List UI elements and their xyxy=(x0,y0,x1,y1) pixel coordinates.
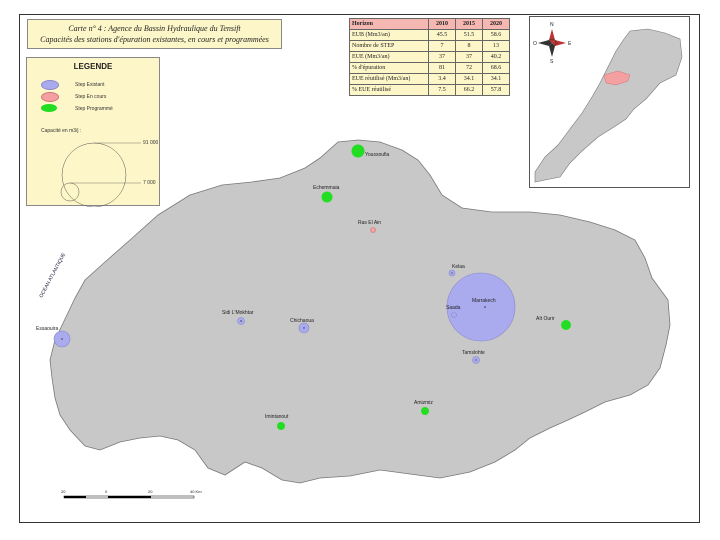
stats-row: EUE réutilisé (Mm3/an) 3.4 34.1 34.1 xyxy=(349,73,510,85)
legend-capacity-min: 7 000 xyxy=(143,180,156,186)
station-youssoufia[interactable] xyxy=(351,144,365,158)
label-marrakech: Marrakech xyxy=(472,298,496,304)
stats-header-row: Horizon 2010 2015 2020 xyxy=(349,18,510,30)
svg-text:20: 20 xyxy=(148,489,153,494)
label-amizmiz: Amizmiz xyxy=(414,400,433,406)
tensift-inset-highlight xyxy=(603,70,631,86)
label-tamslohte: Tamslohte xyxy=(462,350,485,356)
label-kelaa: Kelaa xyxy=(452,264,465,270)
legend-capacity-circles xyxy=(60,142,141,207)
label-ait-ourir: Aït Ourir xyxy=(536,316,555,322)
label-saada: Saada xyxy=(446,305,461,311)
legend-label-in-progress: Step En cours xyxy=(75,94,107,100)
compass-rose-icon xyxy=(538,29,566,57)
legend-label-planned: Step Programmé xyxy=(75,106,113,112)
legend-symbol-planned xyxy=(41,104,57,112)
stats-header-horizon: Horizon xyxy=(349,18,429,30)
compass-north: N xyxy=(550,22,554,28)
station-ras-el-ain[interactable] xyxy=(370,227,376,233)
station-saada[interactable] xyxy=(451,312,457,318)
tensift-basin xyxy=(49,139,671,484)
label-ras-el-ain: Ras El Ain xyxy=(358,220,381,226)
legend-symbol-existing xyxy=(41,80,59,90)
compass-east: E xyxy=(568,41,572,47)
legend-title: LEGENDE xyxy=(73,62,113,71)
label-imintanout: Imintanout xyxy=(265,414,289,420)
svg-text:20: 20 xyxy=(61,489,66,494)
stats-row: % EUE réutilisé 7.5 66.2 57.8 xyxy=(349,84,510,96)
stats-header-2010: 2010 xyxy=(428,18,456,30)
ocean-label: OCEAN ATLANTIQUE xyxy=(38,251,67,298)
station-marrakech[interactable] xyxy=(446,272,516,342)
legend-capacity-max: 91 000 xyxy=(143,140,159,146)
station-echemmaia[interactable] xyxy=(321,191,333,203)
legend-label-existing: Step Existant xyxy=(75,82,105,88)
stats-header-2015: 2015 xyxy=(455,18,483,30)
stats-row: EUE (Mm3/an) 37 37 40.2 xyxy=(349,51,510,63)
svg-text:0: 0 xyxy=(105,489,108,494)
label-chichaoua: Chichaoua xyxy=(290,318,314,324)
label-sidi-lmokhtar: Sidi L'Mokhtar xyxy=(222,310,254,316)
label-youssoufia: Youssoufia xyxy=(365,152,389,158)
svg-text:40 Km: 40 Km xyxy=(190,489,202,494)
map-title-line2: Capacités des stations d'épuration exist… xyxy=(40,35,269,44)
inset-map-svg: N S O E xyxy=(533,22,683,183)
station-imintanout[interactable] xyxy=(277,422,285,430)
inset-map: N S O E xyxy=(529,16,690,188)
legend: LEGENDE Step Existant Step En cours Step… xyxy=(26,57,160,207)
compass-south: S xyxy=(550,59,554,65)
morocco-outline xyxy=(534,28,683,183)
compass-west: O xyxy=(533,41,537,47)
label-echemmaia: Echemmaia xyxy=(313,185,340,191)
scale-bar: 20 0 20 40 Km xyxy=(61,489,202,499)
map-title: Carte n° 4 : Agence du Bassin Hydrauliqu… xyxy=(27,19,282,49)
stats-row: Nombre de STEP 7 8 13 xyxy=(349,40,510,52)
stats-row: EUB (Mm3/an) 45.5 51.5 58.6 xyxy=(349,29,510,41)
map-title-line1: Carte n° 4 : Agence du Bassin Hydrauliqu… xyxy=(68,24,241,33)
legend-symbol-in-progress xyxy=(41,92,59,102)
legend-capacity-label: Capacité en m3/j : xyxy=(41,128,82,134)
stats-table: Horizon 2010 2015 2020 EUB (Mm3/an) 45.5… xyxy=(349,18,510,96)
label-essaouira: Essaouira xyxy=(36,326,58,332)
stats-row: % d'épuration 81 72 68.6 xyxy=(349,62,510,74)
station-ait-ourir[interactable] xyxy=(561,320,571,330)
stats-header-2020: 2020 xyxy=(482,18,510,30)
station-amizmiz[interactable] xyxy=(421,407,429,415)
